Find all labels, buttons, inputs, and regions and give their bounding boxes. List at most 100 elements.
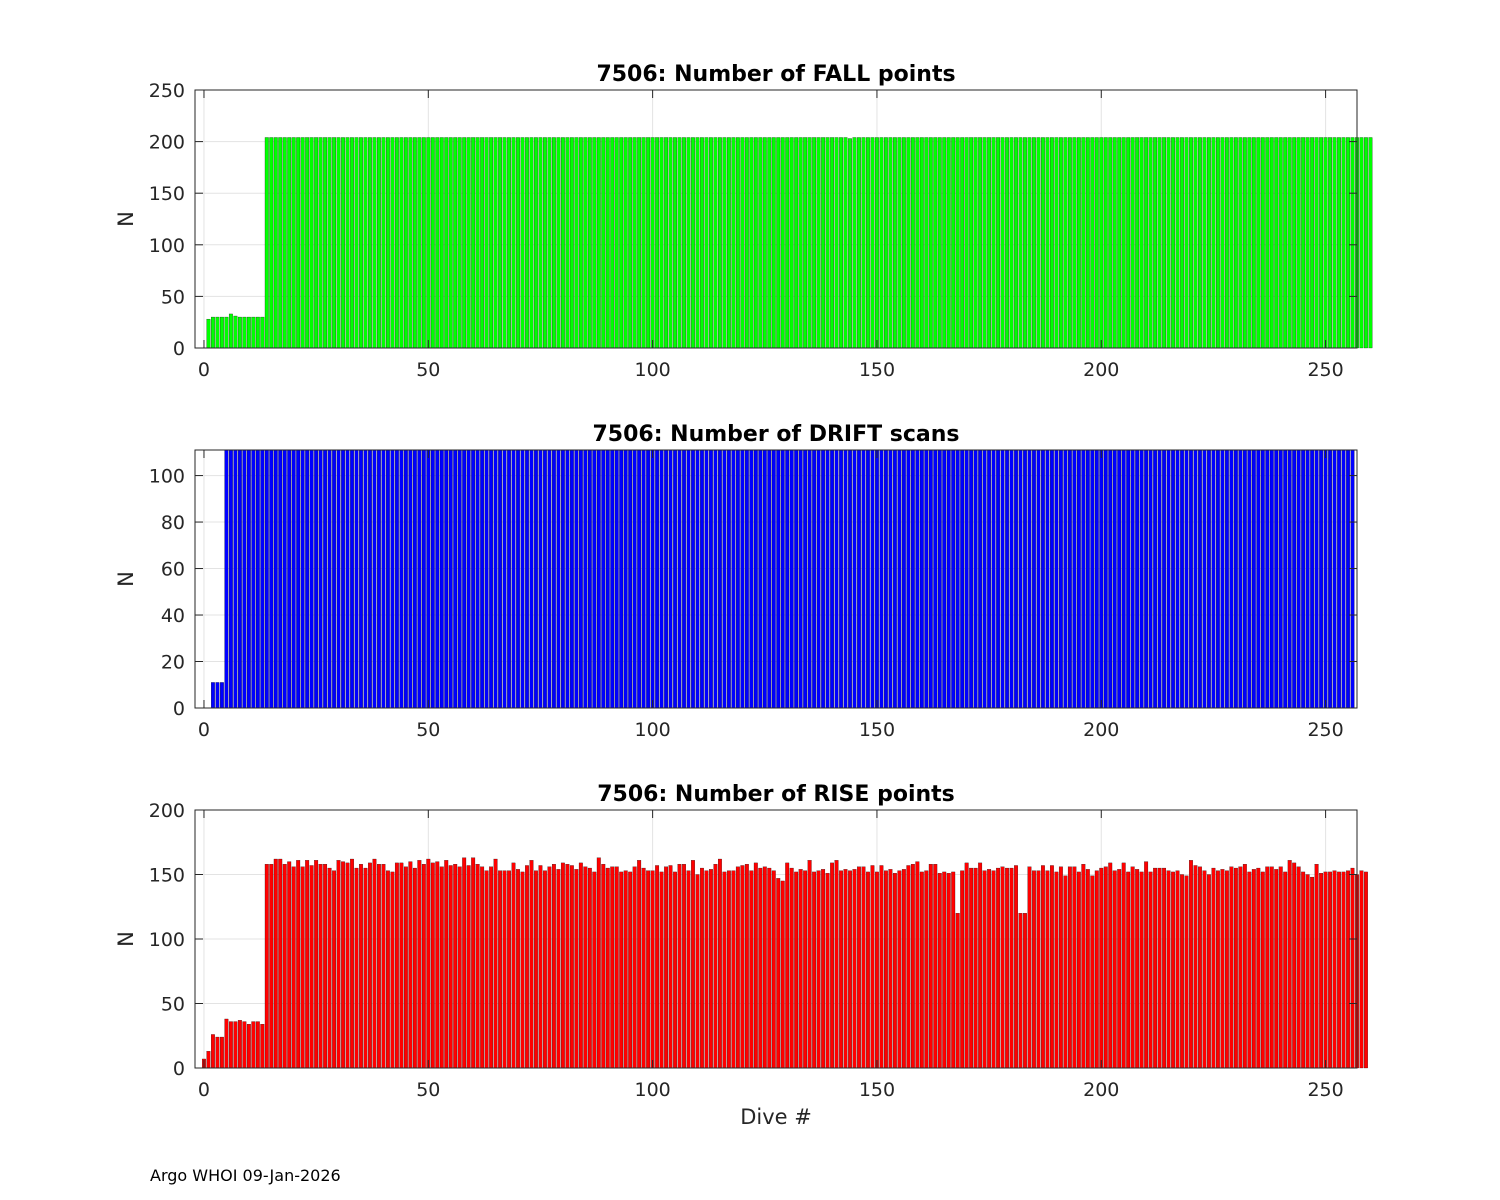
bar	[704, 137, 709, 349]
bar	[1332, 137, 1337, 349]
bar	[336, 137, 341, 349]
bar	[587, 137, 592, 349]
bar	[1224, 870, 1229, 1069]
bar	[233, 449, 238, 709]
bar	[444, 860, 449, 1069]
bar	[655, 137, 660, 349]
bar	[664, 137, 669, 349]
bar	[677, 449, 682, 709]
bar	[1368, 137, 1373, 349]
bar	[327, 137, 332, 349]
bar	[287, 449, 292, 709]
bar	[709, 137, 713, 349]
bar	[632, 449, 637, 709]
bar	[767, 867, 772, 1069]
bar	[1171, 137, 1175, 349]
bar	[628, 137, 633, 349]
bar	[1126, 871, 1131, 1069]
bar	[529, 137, 534, 349]
bar	[475, 449, 480, 709]
bar	[1058, 137, 1063, 349]
bar	[224, 449, 229, 709]
chart-title: 7506: Number of FALL points	[596, 62, 955, 87]
bar	[1166, 870, 1171, 1069]
bar	[296, 137, 301, 349]
bar	[246, 316, 251, 349]
bar	[682, 137, 686, 349]
bar	[228, 313, 233, 349]
bar	[511, 862, 516, 1069]
bar	[525, 137, 529, 349]
bar	[901, 137, 906, 349]
bar	[946, 449, 951, 709]
bar	[385, 449, 390, 709]
bar	[368, 862, 372, 1069]
bar	[758, 449, 763, 709]
bar	[556, 137, 561, 349]
bar	[695, 137, 700, 349]
bar	[1220, 449, 1225, 709]
bar	[637, 137, 642, 349]
bar	[1135, 449, 1140, 709]
bar	[403, 137, 408, 349]
bar	[264, 449, 269, 709]
bar	[359, 449, 363, 709]
bar	[843, 137, 848, 349]
y-tick-label: 200	[149, 132, 185, 154]
bar	[861, 866, 866, 1069]
bar	[659, 449, 664, 709]
bar	[1000, 137, 1005, 349]
bar	[596, 449, 601, 709]
bar	[1251, 449, 1256, 709]
bar	[269, 137, 274, 349]
bar	[664, 866, 669, 1069]
bar	[1292, 862, 1297, 1069]
bar	[417, 137, 422, 349]
bar	[821, 449, 826, 709]
bar	[937, 449, 942, 709]
bar	[359, 137, 363, 349]
bar	[1328, 449, 1333, 709]
bar	[332, 449, 337, 709]
bar	[345, 862, 350, 1069]
bar	[641, 137, 646, 349]
bar	[749, 870, 754, 1069]
bar	[350, 137, 354, 349]
bar	[1278, 449, 1283, 709]
bar	[857, 866, 861, 1069]
bar	[830, 449, 835, 709]
bar	[296, 860, 301, 1069]
bar	[955, 913, 960, 1069]
bar	[206, 318, 211, 349]
bar	[776, 878, 781, 1069]
bar	[439, 137, 444, 349]
bar	[870, 865, 875, 1069]
bar	[1005, 449, 1009, 709]
bar	[1341, 137, 1346, 349]
bar	[569, 449, 574, 709]
bar	[901, 449, 906, 709]
bar	[381, 137, 386, 349]
bar	[529, 860, 534, 1069]
bar	[516, 869, 520, 1069]
bar	[475, 137, 480, 349]
bar	[1215, 449, 1220, 709]
bar	[659, 871, 664, 1069]
bar	[215, 1036, 220, 1069]
bar	[525, 865, 529, 1069]
bar	[789, 867, 794, 1069]
bar	[668, 449, 673, 709]
bar	[1076, 137, 1081, 349]
bar	[1256, 137, 1261, 349]
bar	[673, 449, 677, 709]
bar	[1269, 449, 1274, 709]
bar	[1072, 137, 1077, 349]
bar	[857, 449, 861, 709]
bar	[336, 449, 341, 709]
bar	[1301, 449, 1306, 709]
bar	[955, 137, 960, 349]
bar	[1139, 871, 1144, 1069]
bar	[991, 449, 996, 709]
bar	[1328, 871, 1333, 1069]
bar	[1283, 871, 1288, 1069]
